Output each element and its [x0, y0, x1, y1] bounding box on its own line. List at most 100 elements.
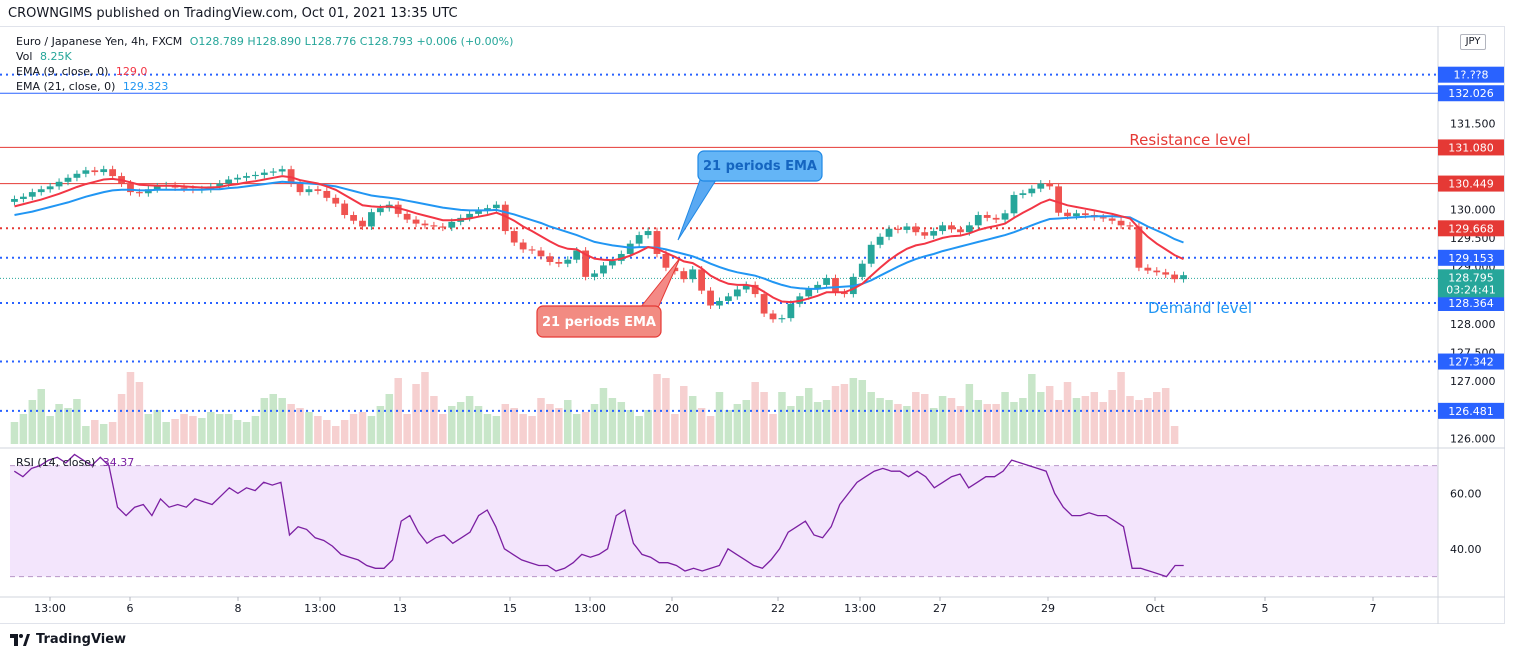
volume-bar: [1072, 398, 1081, 444]
volume-bar: [831, 386, 840, 444]
price-level-tag-label: 132.026: [1448, 87, 1494, 100]
volume-bar: [439, 414, 447, 444]
price-level-tag: [1438, 249, 1504, 266]
price-level-tag-label: 130.449: [1448, 178, 1494, 191]
volume-bar: [876, 398, 884, 444]
candle-body: [510, 231, 518, 243]
volume-bar: [769, 414, 777, 444]
candle-body: [1144, 267, 1152, 271]
countdown-label: 03:24:41: [1446, 283, 1495, 296]
volume-bar: [492, 416, 501, 444]
candle-body: [100, 169, 108, 173]
volume-bar: [421, 372, 429, 444]
candle-body: [403, 213, 411, 220]
candle-body: [778, 318, 786, 320]
volume-bar: [822, 400, 831, 444]
volume-bar: [751, 382, 759, 444]
candle-body: [376, 208, 384, 213]
candle-body: [903, 226, 911, 230]
candle-body: [823, 278, 830, 285]
time-tick-label: 29: [1041, 602, 1055, 615]
price-tick-label: 127.000: [1450, 375, 1496, 388]
candle-body: [28, 192, 36, 197]
volume-bar: [1090, 392, 1099, 444]
volume-bar: [331, 426, 340, 444]
ema21-line: [14, 180, 1184, 290]
time-tick-label: 7: [1370, 602, 1377, 615]
price-level-tag-label: 126.481: [1448, 405, 1494, 418]
candle-body: [225, 179, 233, 184]
candle-body: [653, 231, 661, 254]
volume-bar: [599, 388, 608, 444]
candle-body: [1019, 193, 1027, 195]
volume-bar: [465, 396, 474, 444]
price-tick-label: 128.000: [1450, 318, 1496, 331]
candle-body: [573, 250, 581, 260]
candle-body: [341, 203, 349, 216]
volume-bar: [1144, 398, 1152, 444]
candle-body: [492, 204, 500, 209]
price-tags: 1?.??8 132.026 131.080 130.449 129.668 129.15…: [1438, 66, 1504, 419]
candle-body: [1028, 188, 1036, 194]
candle-body: [1037, 183, 1045, 189]
volume-bar: [635, 416, 643, 444]
price-level-tag-label: 131.080: [1448, 141, 1494, 154]
volume-bar: [840, 384, 849, 444]
volume-bar: [385, 394, 394, 444]
candle-body: [680, 271, 688, 280]
volume-bar: [1099, 402, 1107, 444]
candle-body: [1081, 213, 1089, 216]
time-tick-label: 13:00: [34, 602, 66, 615]
volume-bar: [215, 414, 224, 444]
volume-bar: [198, 418, 206, 444]
price-level-tag: [1438, 220, 1504, 237]
candle-body: [1171, 274, 1179, 280]
candle-body: [582, 250, 590, 277]
volume-bar: [867, 392, 875, 444]
volume-bar: [1153, 392, 1161, 444]
volume-bar: [269, 394, 278, 444]
candle-body: [725, 296, 732, 301]
candle-body: [894, 228, 902, 230]
symbol-line: Euro / Japanese Yen, 4h, FXCM O128.789 H…: [16, 34, 513, 49]
volume-bar: [813, 402, 822, 444]
ema9-legend: EMA (9, close, 0) 129.0: [16, 64, 513, 79]
candle-body: [37, 189, 45, 193]
volume-bar: [260, 398, 269, 444]
candle-body: [528, 249, 536, 251]
volume-bar: [82, 426, 90, 444]
volume-bar: [680, 386, 688, 444]
candle-body: [11, 198, 18, 202]
candle-body: [787, 303, 795, 319]
candle-body: [439, 226, 447, 228]
candle-body: [930, 231, 938, 236]
volume-bar: [1001, 392, 1009, 444]
ema21-legend: EMA (21, close, 0) 129.323: [16, 79, 513, 94]
volume-bar: [1037, 392, 1045, 444]
volume-bar: [1010, 402, 1018, 444]
volume-bar: [483, 414, 492, 444]
currency-tag[interactable]: JPY: [1460, 34, 1486, 50]
candle-body: [1064, 212, 1071, 217]
volume-bar: [171, 419, 179, 444]
price-level-tag: [1438, 66, 1504, 83]
price-level-tag-label: 129.668: [1448, 222, 1494, 235]
candle-body: [359, 220, 366, 227]
volume-bar: [37, 389, 45, 444]
volume-bar: [251, 416, 260, 444]
rsi-axis: 40.00 60.00: [1450, 487, 1482, 555]
volume-bar: [117, 394, 126, 444]
candle-body: [412, 219, 420, 224]
volume-bar: [305, 412, 313, 444]
volume-bar: [474, 406, 483, 444]
volume-bar: [1045, 386, 1054, 444]
candle-body: [323, 190, 331, 198]
volume-bar: [947, 398, 956, 444]
volume-bar: [99, 424, 108, 444]
volume-bar: [242, 422, 251, 444]
ema21-callout-red: 21 periods EMA: [536, 257, 681, 338]
volume-bar: [189, 416, 197, 444]
volume-bar: [688, 396, 697, 444]
volume-bar: [162, 422, 170, 444]
